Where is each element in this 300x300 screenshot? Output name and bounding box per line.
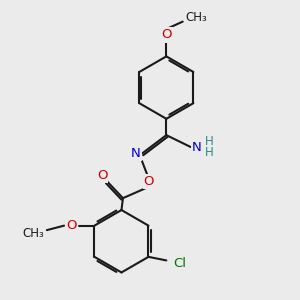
Text: H: H bbox=[205, 146, 214, 160]
Text: O: O bbox=[66, 219, 76, 232]
Text: N: N bbox=[192, 140, 202, 154]
Text: H: H bbox=[205, 135, 214, 148]
Text: Cl: Cl bbox=[173, 257, 186, 270]
Text: O: O bbox=[144, 175, 154, 188]
Text: O: O bbox=[97, 169, 107, 182]
Text: N: N bbox=[131, 147, 141, 160]
Text: CH₃: CH₃ bbox=[185, 11, 207, 24]
Text: O: O bbox=[161, 28, 172, 41]
Text: CH₃: CH₃ bbox=[22, 227, 44, 241]
